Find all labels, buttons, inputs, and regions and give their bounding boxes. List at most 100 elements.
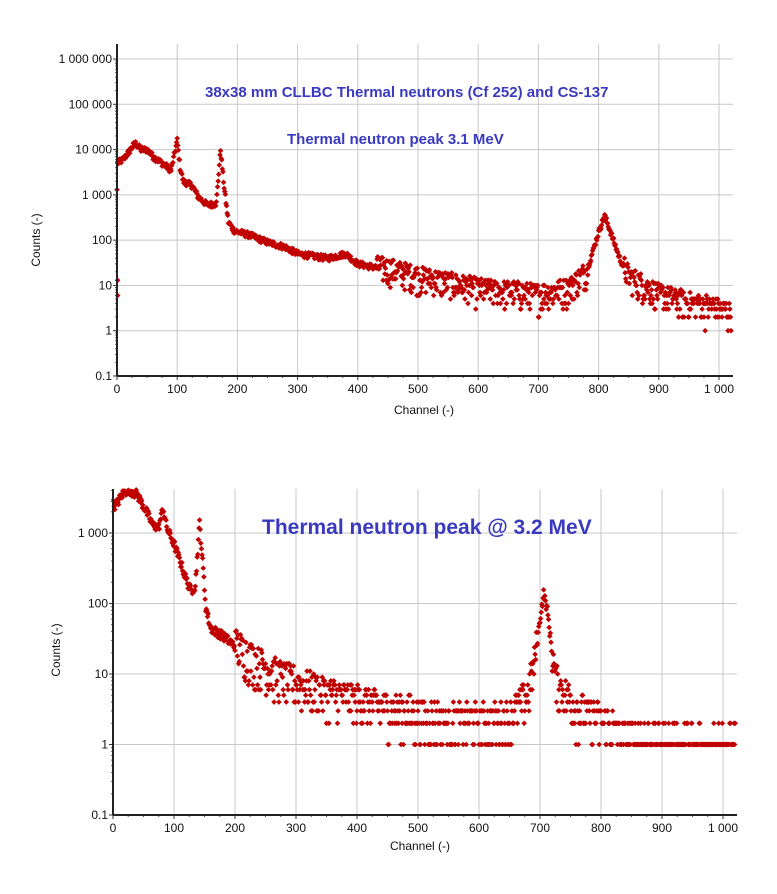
data-point (327, 678, 334, 684)
data-point (555, 279, 562, 285)
data-point (333, 692, 340, 699)
data-point (445, 720, 451, 727)
data-point (487, 296, 494, 302)
data-point (354, 682, 361, 688)
data-point (252, 686, 259, 693)
data-point (307, 668, 313, 674)
data-point (624, 261, 631, 267)
data-point (542, 592, 548, 599)
data-point (525, 289, 532, 296)
data-point (339, 692, 346, 699)
data-point (532, 656, 539, 663)
data-point (416, 292, 423, 299)
data-point (448, 270, 455, 276)
data-point (526, 708, 532, 714)
data-point (547, 630, 554, 636)
data-point (639, 300, 646, 307)
data-point (365, 266, 372, 272)
data-point (626, 280, 633, 287)
data-point (269, 663, 276, 669)
data-point (176, 156, 183, 163)
data-point (262, 236, 268, 242)
data-point (371, 686, 378, 693)
data-point (156, 526, 163, 532)
data-point (587, 257, 594, 264)
x-tick-label: 400 (348, 382, 368, 396)
data-point (460, 741, 466, 748)
data-point (421, 741, 428, 748)
data-point (562, 678, 569, 684)
data-point (590, 699, 597, 705)
data-point (559, 686, 566, 693)
data-point (701, 314, 707, 320)
data-point (233, 627, 240, 634)
y-tick-label: 10 000 (75, 143, 112, 157)
data-point (631, 274, 637, 281)
data-point (705, 306, 712, 312)
data-point (525, 682, 531, 688)
data-point (338, 252, 345, 258)
x-tick-label: 900 (652, 821, 672, 835)
data-point (430, 274, 436, 281)
data-point (321, 682, 327, 688)
data-point (217, 152, 223, 158)
data-point (176, 554, 183, 561)
data-point (711, 720, 717, 727)
data-point (609, 230, 615, 237)
data-point (576, 708, 583, 714)
y-tick-labels-top: 0.1 1 10 100 1 000 10 000 100 000 1 000 000 (59, 52, 113, 383)
data-point (296, 686, 303, 693)
data-point (521, 720, 527, 727)
data-point (212, 631, 218, 638)
data-point (151, 520, 157, 526)
data-point (417, 741, 424, 748)
data-point (153, 524, 160, 530)
data-point (288, 671, 295, 677)
data-point (316, 682, 323, 688)
data-point (565, 300, 572, 307)
data-point (648, 287, 655, 293)
data-point (665, 284, 671, 291)
data-point (323, 692, 329, 699)
data-point (119, 494, 125, 501)
data-point (271, 699, 277, 705)
data-point (215, 178, 221, 184)
data-point (220, 179, 227, 186)
x-tick-label: 600 (469, 821, 489, 835)
data-point (573, 272, 580, 278)
data-point (625, 264, 631, 271)
data-point (541, 296, 547, 302)
data-point (305, 699, 311, 705)
data-point (359, 720, 366, 727)
data-point (510, 720, 517, 727)
data-point (472, 699, 479, 705)
data-point (511, 296, 518, 302)
x-tick-label: 700 (528, 382, 548, 396)
data-point (330, 256, 337, 263)
data-point (646, 282, 652, 289)
data-point (726, 300, 733, 307)
data-point (318, 699, 325, 705)
data-point (143, 505, 150, 511)
data-point (274, 678, 280, 684)
data-point (495, 708, 502, 714)
data-point (639, 282, 645, 289)
annotation-peak-bottom: Thermal neutron peak @ 3.2 MeV (262, 516, 592, 539)
data-point (545, 306, 552, 312)
data-point (410, 274, 417, 281)
x-tick-label: 500 (408, 821, 428, 835)
data-point (603, 215, 610, 221)
data-point (526, 300, 533, 307)
data-point (202, 596, 208, 602)
data-point (201, 574, 207, 580)
data-point (634, 296, 641, 302)
data-point (470, 720, 477, 727)
data-point (401, 271, 407, 277)
data-point (621, 255, 628, 261)
data-point (129, 144, 136, 151)
data-point (506, 720, 513, 727)
data-point (582, 720, 589, 727)
data-point (550, 296, 557, 302)
data-point (516, 296, 523, 302)
data-point (589, 251, 595, 258)
